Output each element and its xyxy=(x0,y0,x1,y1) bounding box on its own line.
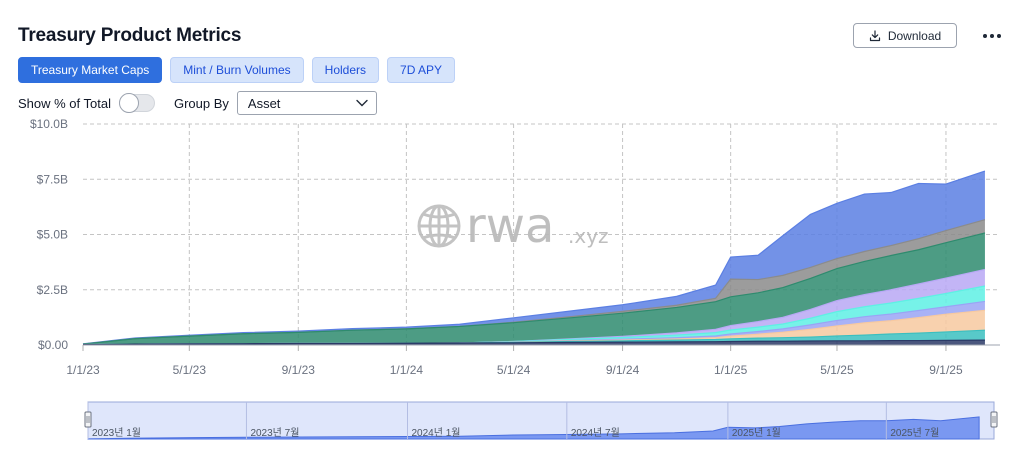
x-tick-label: 9/1/23 xyxy=(282,363,316,377)
x-tick-label: 1/1/25 xyxy=(714,363,748,377)
series-area xyxy=(83,171,985,345)
group-by-select[interactable]: Asset xyxy=(236,91,377,115)
watermark-suffix: .xyz xyxy=(568,224,609,248)
group-by-label: Group By xyxy=(173,95,229,111)
series-area xyxy=(83,285,985,345)
navigator-label: 2025년 1월 xyxy=(732,427,781,439)
more-dot xyxy=(997,34,1001,38)
navigator-label: 2024년 1월 xyxy=(412,427,461,439)
group-by-value: Asset xyxy=(247,95,281,111)
chart-axes: $0.00 $2.5B $5.0B $7.5B $10.0B 1/1/23 5/1/23 9/… xyxy=(30,117,1000,377)
download-label: Download xyxy=(887,28,942,43)
y-tick-label: $10.0B xyxy=(30,117,68,131)
y-tick-label: $2.5B xyxy=(37,283,68,297)
x-tick-label: 1/1/24 xyxy=(390,363,424,377)
range-navigator[interactable]: 2023년 1월 2023년 7월 2024년 1월 2024년 7월 2025년 1월… xyxy=(84,401,998,440)
watermark-brand: rwa xyxy=(466,198,554,254)
navigator-handle[interactable] xyxy=(990,411,998,428)
globe-icon xyxy=(417,204,461,248)
show-pct-label: Show % of Total xyxy=(18,95,111,111)
download-button[interactable]: Download xyxy=(853,23,957,48)
x-tick-label: 9/1/24 xyxy=(606,363,640,377)
chart-controls: Show % of Total Group By Asset xyxy=(18,91,377,115)
navigator-handle[interactable] xyxy=(84,411,92,428)
series-line xyxy=(82,170,986,345)
x-tick-label: 9/1/25 xyxy=(929,363,963,377)
x-tick-label: 5/1/23 xyxy=(173,363,207,377)
navigator-label: 2025년 7월 xyxy=(890,427,939,439)
series-line xyxy=(82,339,985,346)
series-area xyxy=(83,310,985,345)
navigator-label: 2023년 7월 xyxy=(250,427,299,439)
series-area xyxy=(83,232,985,345)
navigator-label: 2024년 7월 xyxy=(571,427,620,439)
more-dot xyxy=(990,34,994,38)
chart-areas xyxy=(82,170,986,346)
tab-mint-burn-volumes[interactable]: Mint / Burn Volumes xyxy=(170,57,304,83)
tab-holders[interactable]: Holders xyxy=(311,57,380,83)
more-options-icon[interactable] xyxy=(980,26,1004,46)
x-tick-label: 5/1/25 xyxy=(820,363,854,377)
x-tick-label: 1/1/23 xyxy=(66,363,100,377)
chevron-down-icon xyxy=(356,99,368,107)
series-area xyxy=(83,269,985,345)
tab-7d-apy[interactable]: 7D APY xyxy=(387,57,456,83)
y-tick-label: $0.00 xyxy=(38,338,68,352)
y-tick-label: $7.5B xyxy=(37,172,68,186)
page-title: Treasury Product Metrics xyxy=(18,25,242,46)
metric-tabs: Treasury Market Caps Mint / Burn Volumes… xyxy=(18,57,456,83)
download-icon xyxy=(869,29,880,41)
tab-treasury-market-caps[interactable]: Treasury Market Caps xyxy=(18,57,163,83)
show-pct-toggle[interactable] xyxy=(118,93,155,113)
y-tick-label: $5.0B xyxy=(37,228,68,242)
more-dot xyxy=(983,34,987,38)
navigator-series xyxy=(87,416,980,440)
toggle-knob xyxy=(118,93,139,113)
watermark: rwa .xyz xyxy=(417,198,609,254)
series-line xyxy=(82,232,986,345)
x-tick-label: 5/1/24 xyxy=(497,363,531,377)
navigator-label: 2023년 1월 xyxy=(92,427,141,439)
